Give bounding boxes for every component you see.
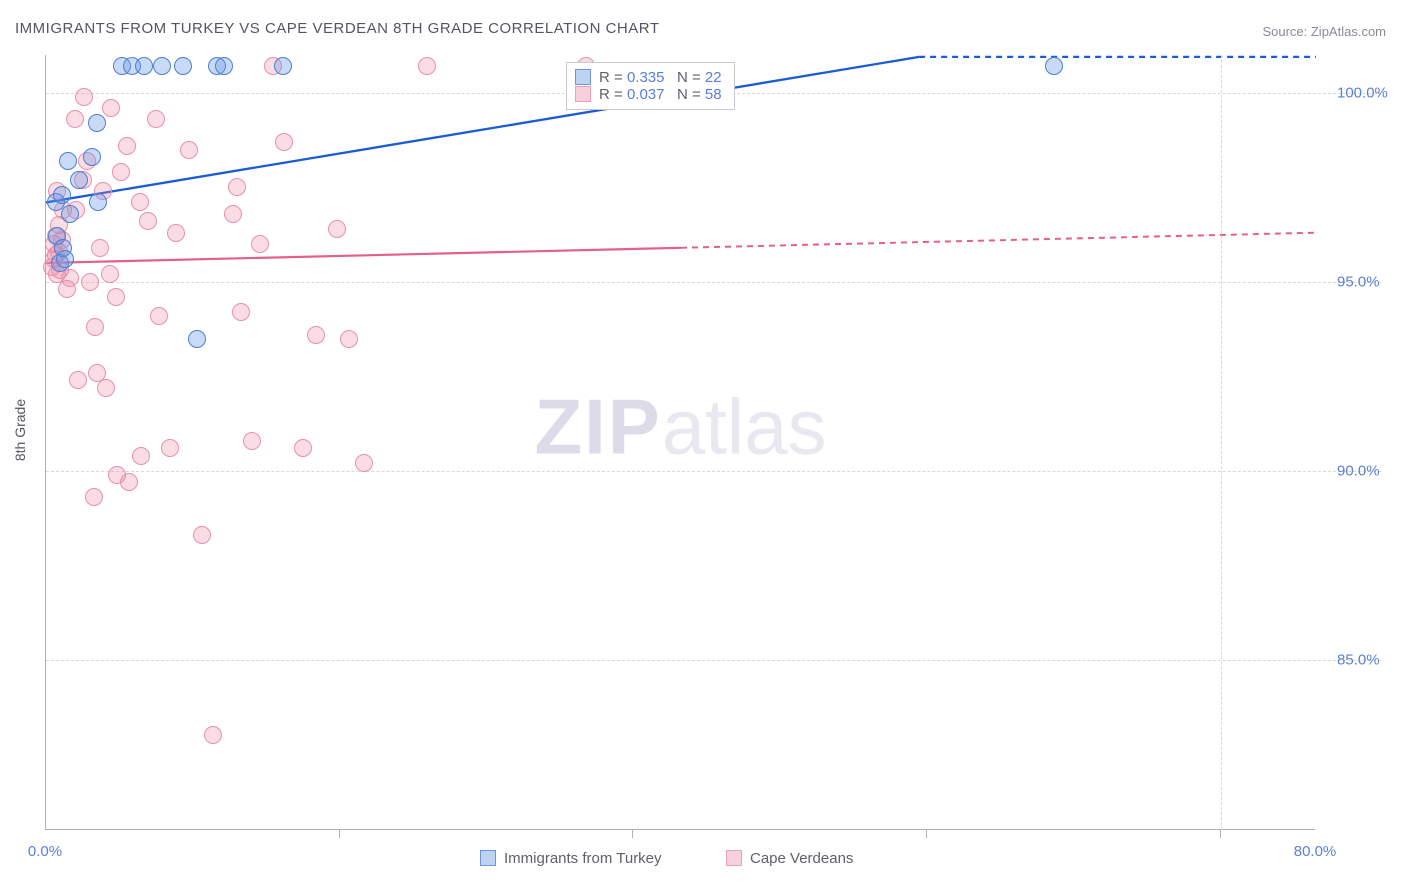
capeverdean-point	[75, 88, 93, 106]
gridline-horizontal	[46, 471, 1381, 472]
capeverdean-point	[118, 137, 136, 155]
y-tick-label: 85.0%	[1337, 651, 1380, 668]
correlation-legend: R = 0.335 N = 22R = 0.037 N = 58	[566, 62, 735, 110]
capeverdean-point	[275, 133, 293, 151]
capeverdean-point	[340, 330, 358, 348]
legend-item: Cape Verdeans	[726, 850, 853, 867]
x-tick-label: 80.0%	[1294, 843, 1337, 860]
correlation-text: R = 0.335 N = 22	[599, 69, 722, 86]
capeverdean-point	[139, 212, 157, 230]
capeverdean-point	[120, 473, 138, 491]
turkey-point	[215, 57, 233, 75]
capeverdean-point	[69, 371, 87, 389]
capeverdean-point	[61, 269, 79, 287]
capeverdean-point	[418, 57, 436, 75]
turkey-point	[188, 330, 206, 348]
correlation-row: R = 0.037 N = 58	[575, 86, 722, 103]
capeverdean-point	[193, 526, 211, 544]
capeverdean-point	[85, 488, 103, 506]
turkey-point	[70, 171, 88, 189]
x-tick-mark	[632, 830, 633, 838]
x-tick-mark	[926, 830, 927, 838]
turkey-point	[61, 205, 79, 223]
capeverdean-point	[91, 239, 109, 257]
chart-title: IMMIGRANTS FROM TURKEY VS CAPE VERDEAN 8…	[15, 20, 659, 37]
y-tick-label: 90.0%	[1337, 462, 1380, 479]
y-tick-label: 100.0%	[1337, 84, 1388, 101]
source-label: Source: ZipAtlas.com	[1262, 24, 1386, 39]
chart-plot-area: ZIPatlas	[45, 55, 1315, 830]
series-swatch	[726, 850, 742, 866]
capeverdean-point	[161, 439, 179, 457]
correlation-row: R = 0.335 N = 22	[575, 69, 722, 86]
legend-item: Immigrants from Turkey	[480, 850, 662, 867]
series-swatch	[575, 69, 591, 85]
capeverdean-point	[132, 447, 150, 465]
turkey-point	[59, 152, 77, 170]
legend-label: Cape Verdeans	[750, 850, 853, 867]
capeverdean-point	[294, 439, 312, 457]
turkey-point	[1045, 57, 1063, 75]
capeverdean-point	[81, 273, 99, 291]
turkey-point	[89, 193, 107, 211]
capeverdean-point	[243, 432, 261, 450]
capeverdean-point	[112, 163, 130, 181]
capeverdean-point	[66, 110, 84, 128]
capeverdean-point	[224, 205, 242, 223]
y-tick-label: 95.0%	[1337, 273, 1380, 290]
gridline-vertical	[1221, 55, 1222, 830]
capeverdean-point	[131, 193, 149, 211]
x-tick-label: 0.0%	[28, 843, 62, 860]
turkey-point	[174, 57, 192, 75]
trend-lines-layer	[46, 55, 1316, 830]
series-swatch	[575, 86, 591, 102]
capeverdean-point	[147, 110, 165, 128]
turkey-point	[83, 148, 101, 166]
capeverdean-point	[97, 379, 115, 397]
capeverdean-point	[328, 220, 346, 238]
capeverdean-point	[167, 224, 185, 242]
x-tick-mark	[339, 830, 340, 838]
capeverdean-point	[86, 318, 104, 336]
turkey-point	[153, 57, 171, 75]
gridline-horizontal	[46, 660, 1381, 661]
capeverdean-point	[102, 99, 120, 117]
capeverdean-point	[251, 235, 269, 253]
gridline-horizontal	[46, 282, 1381, 283]
turkey-point	[274, 57, 292, 75]
capeverdean-point	[101, 265, 119, 283]
capeverdean-point	[107, 288, 125, 306]
capeverdean-point	[355, 454, 373, 472]
series-swatch	[480, 850, 496, 866]
x-tick-mark	[1220, 830, 1221, 838]
capeverdean-point	[307, 326, 325, 344]
capeverdean-point	[232, 303, 250, 321]
capeverdean-point	[204, 726, 222, 744]
y-axis-label: 8th Grade	[12, 399, 28, 461]
capeverdean-point	[228, 178, 246, 196]
turkey-point	[56, 250, 74, 268]
turkey-point	[53, 186, 71, 204]
turkey-point	[88, 114, 106, 132]
capeverdean-point	[180, 141, 198, 159]
turkey-point	[135, 57, 153, 75]
legend-label: Immigrants from Turkey	[504, 850, 662, 867]
capeverdean-point	[150, 307, 168, 325]
correlation-text: R = 0.037 N = 58	[599, 86, 722, 103]
